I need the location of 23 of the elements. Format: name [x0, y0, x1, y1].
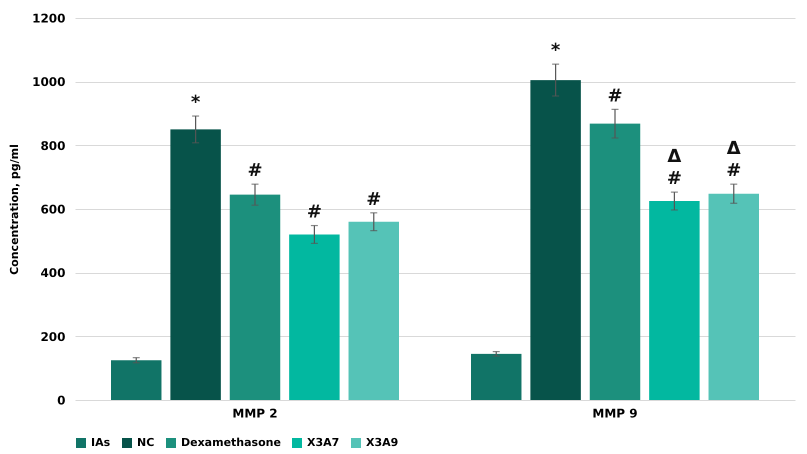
legend-label: IAs — [91, 436, 111, 449]
y-tick-label: 400 — [40, 266, 66, 280]
y-tick-label: 0 — [57, 394, 66, 408]
x-tick-label: MMP 2 — [232, 406, 278, 420]
text: Δ # — [726, 138, 742, 182]
y-tick-label: 600 — [40, 202, 66, 216]
y-tick-label: 800 — [40, 138, 66, 153]
legend-label: Dexamethasone — [181, 436, 281, 449]
data-label: # — [306, 202, 322, 223]
data-label: # — [247, 160, 263, 182]
y-tick-label: 200 — [40, 330, 66, 344]
legend-label: X3A9 — [366, 436, 398, 449]
legend-label: NC — [137, 436, 154, 449]
y-tick-label: 1200 — [32, 12, 66, 26]
legend-label: X3A7 — [307, 436, 340, 449]
data-label: # — [366, 188, 382, 210]
data-label: * — [550, 40, 561, 62]
data-label: # — [607, 85, 623, 106]
y-tick-label: 1000 — [32, 75, 66, 90]
data-label: * — [190, 92, 201, 114]
text: Δ # — [666, 146, 682, 190]
x-tick-label: MMP 9 — [592, 406, 638, 420]
y-axis-title: Concentration, pg/ml — [8, 144, 22, 275]
